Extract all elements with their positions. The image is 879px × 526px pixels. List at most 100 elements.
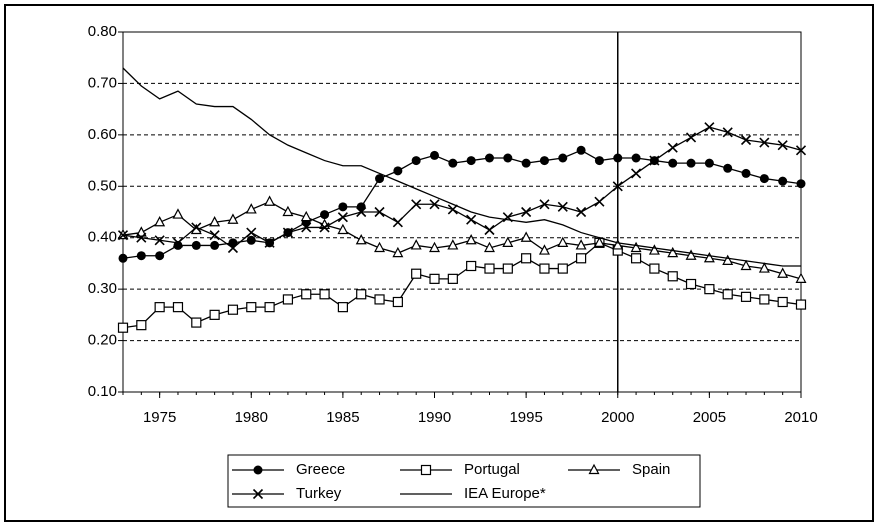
marker xyxy=(502,263,513,274)
marker xyxy=(668,158,678,168)
marker xyxy=(722,127,733,138)
legend-label: Greece xyxy=(296,461,345,478)
x-tick-label: 2000 xyxy=(601,409,634,426)
marker xyxy=(538,244,550,255)
marker xyxy=(557,201,568,212)
marker xyxy=(447,273,458,284)
marker xyxy=(282,205,294,217)
marker xyxy=(557,263,568,274)
marker xyxy=(466,214,477,225)
x-tick-label: 1985 xyxy=(326,409,359,426)
marker xyxy=(264,195,276,206)
marker xyxy=(740,259,752,271)
marker xyxy=(155,251,165,261)
marker xyxy=(154,216,166,227)
marker xyxy=(264,237,275,248)
marker xyxy=(593,236,605,247)
marker xyxy=(667,246,679,258)
marker xyxy=(503,153,513,163)
marker xyxy=(410,239,422,250)
marker xyxy=(795,145,807,156)
marker xyxy=(576,145,586,155)
marker xyxy=(777,296,788,308)
marker xyxy=(648,244,660,255)
marker xyxy=(356,289,367,300)
marker xyxy=(411,199,422,210)
x-tick-label: 1995 xyxy=(509,409,542,426)
series-line xyxy=(122,126,802,249)
marker xyxy=(667,142,678,153)
marker xyxy=(191,222,202,233)
marker xyxy=(686,158,696,168)
marker xyxy=(539,156,549,166)
marker xyxy=(795,272,807,283)
marker xyxy=(227,242,239,254)
marker xyxy=(411,268,422,279)
marker xyxy=(253,465,263,475)
marker xyxy=(758,262,770,273)
legend-label: Spain xyxy=(632,461,670,478)
marker xyxy=(264,302,275,313)
marker xyxy=(612,239,624,250)
marker xyxy=(612,181,623,192)
marker xyxy=(319,289,330,300)
y-tick-label: 0.70 xyxy=(88,74,117,91)
legend-label: IEA Europe* xyxy=(464,485,546,502)
marker xyxy=(420,464,432,476)
marker xyxy=(154,302,165,313)
marker xyxy=(282,294,294,305)
marker xyxy=(245,203,257,214)
marker xyxy=(393,166,403,176)
marker xyxy=(319,222,330,233)
legend-box xyxy=(227,454,701,508)
y-tick-label: 0.80 xyxy=(88,23,117,40)
marker xyxy=(356,206,367,218)
marker xyxy=(227,304,239,315)
marker xyxy=(301,289,312,300)
marker xyxy=(484,224,495,236)
marker xyxy=(136,232,147,243)
legend-label: Turkey xyxy=(296,485,342,502)
marker xyxy=(704,158,714,168)
marker xyxy=(356,202,366,212)
marker xyxy=(374,294,385,305)
marker xyxy=(447,239,459,250)
marker xyxy=(740,134,752,146)
marker xyxy=(429,199,440,210)
marker xyxy=(703,252,715,263)
frame xyxy=(4,4,874,522)
x-tick-label: 1980 xyxy=(235,409,268,426)
marker xyxy=(740,291,752,302)
marker xyxy=(594,156,604,166)
marker xyxy=(685,249,697,260)
marker xyxy=(521,206,532,218)
marker xyxy=(172,208,184,219)
marker xyxy=(759,174,769,184)
x-tick-label: 2005 xyxy=(693,409,726,426)
marker xyxy=(246,235,256,245)
marker xyxy=(521,158,531,168)
marker xyxy=(685,278,697,290)
marker xyxy=(136,320,147,331)
marker xyxy=(777,267,789,278)
marker xyxy=(191,317,202,328)
marker xyxy=(484,263,495,274)
marker xyxy=(704,284,715,295)
marker xyxy=(374,241,386,253)
marker xyxy=(338,202,348,212)
marker xyxy=(355,234,367,245)
marker xyxy=(722,254,734,265)
marker xyxy=(429,241,441,253)
marker xyxy=(722,289,733,300)
marker xyxy=(795,299,807,310)
marker xyxy=(252,488,264,500)
marker xyxy=(392,246,404,258)
marker xyxy=(594,196,605,207)
marker xyxy=(649,263,660,274)
y-tick-label: 0.40 xyxy=(88,229,117,246)
marker xyxy=(447,204,458,215)
marker xyxy=(539,199,550,210)
marker xyxy=(118,253,128,263)
y-tick-label: 0.50 xyxy=(88,177,117,194)
marker xyxy=(759,294,770,305)
